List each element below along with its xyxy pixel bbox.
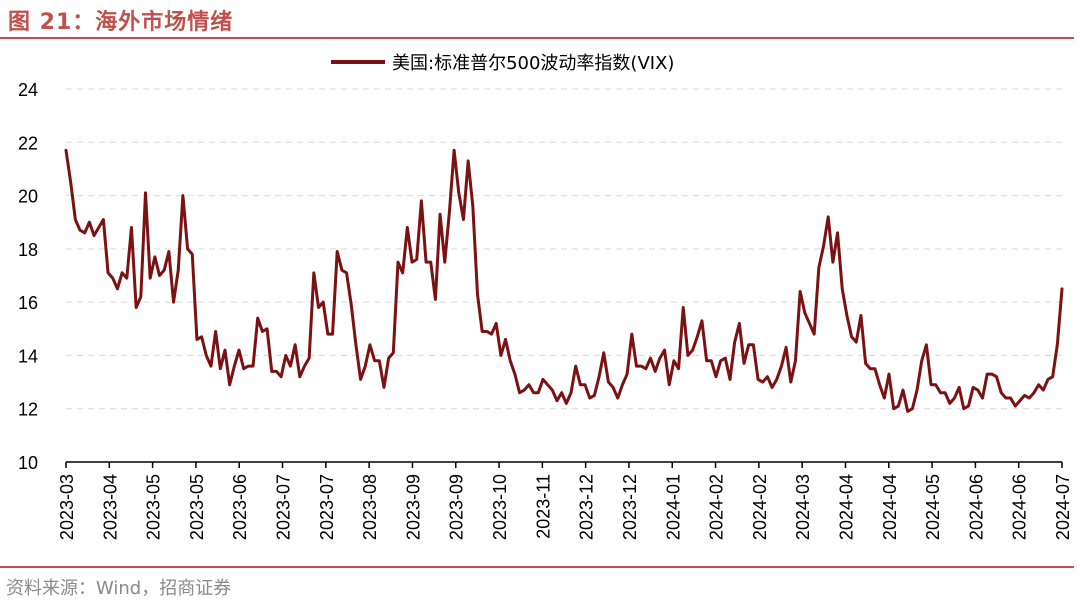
- x-tick-label: 2024-05: [923, 474, 943, 540]
- x-tick-label: 2024-01: [663, 474, 683, 540]
- x-tick-label: 2024-06: [966, 474, 986, 540]
- figure-title: 图 21：海外市场情绪: [8, 10, 234, 35]
- source-note: 资料来源：Wind，招商证券: [6, 578, 232, 599]
- x-tick-label: 2023-08: [360, 474, 380, 540]
- x-tick-label: 2023-04: [100, 474, 120, 540]
- source-divider: [0, 566, 1074, 568]
- y-tick-label: 16: [18, 293, 38, 313]
- x-tick-label: 2023-07: [317, 474, 337, 540]
- x-tick-label: 2023-11: [533, 474, 553, 539]
- y-tick-label: 22: [18, 133, 38, 153]
- x-tick-label: 2024-04: [880, 474, 900, 540]
- x-tick-label: 2024-04: [836, 474, 856, 540]
- y-tick-label: 14: [18, 346, 38, 366]
- y-tick-label: 12: [18, 400, 38, 420]
- legend: 美国:标准普尔500波动率指数(VIX): [331, 53, 674, 74]
- x-tick-label: 2023-09: [403, 474, 423, 540]
- y-tick-label: 24: [18, 80, 38, 100]
- x-tick-label: 2024-02: [750, 474, 770, 540]
- title-divider: [0, 37, 1074, 39]
- x-tick-label: 2024-06: [1010, 474, 1030, 540]
- series-layer: [64, 148, 1064, 413]
- x-tick-label: 2023-07: [274, 474, 294, 540]
- x-tick-label: 2023-05: [187, 474, 207, 540]
- y-axis: 10 12 14 16 18 20 22 24: [18, 80, 38, 473]
- y-tick-label: 10: [18, 453, 38, 473]
- x-tick-label: 2024-02: [707, 474, 727, 540]
- x-tick-label: 2024-03: [793, 474, 813, 540]
- y-tick-label: 18: [18, 240, 38, 260]
- legend-label: 美国:标准普尔500波动率指数(VIX): [392, 53, 674, 74]
- x-tick-label: 2023-03: [57, 474, 77, 540]
- x-tick-label: 2023-06: [230, 474, 250, 540]
- y-tick-label: 20: [18, 187, 38, 207]
- x-tick-label: 2023-12: [577, 474, 597, 540]
- x-tick-label: 2024-07: [1053, 474, 1073, 540]
- x-axis: 2023-03 2023-04 2023-05 2023-05 2023-06 2023-…: [57, 461, 1073, 540]
- x-tick-label: 2023-09: [447, 474, 467, 540]
- x-tick-label: 2023-10: [490, 474, 510, 540]
- series-line-0: [64, 148, 1064, 413]
- x-tick-label: 2023-12: [620, 474, 640, 540]
- x-tick-label: 2023-05: [144, 474, 164, 540]
- gridlines: [66, 88, 1062, 410]
